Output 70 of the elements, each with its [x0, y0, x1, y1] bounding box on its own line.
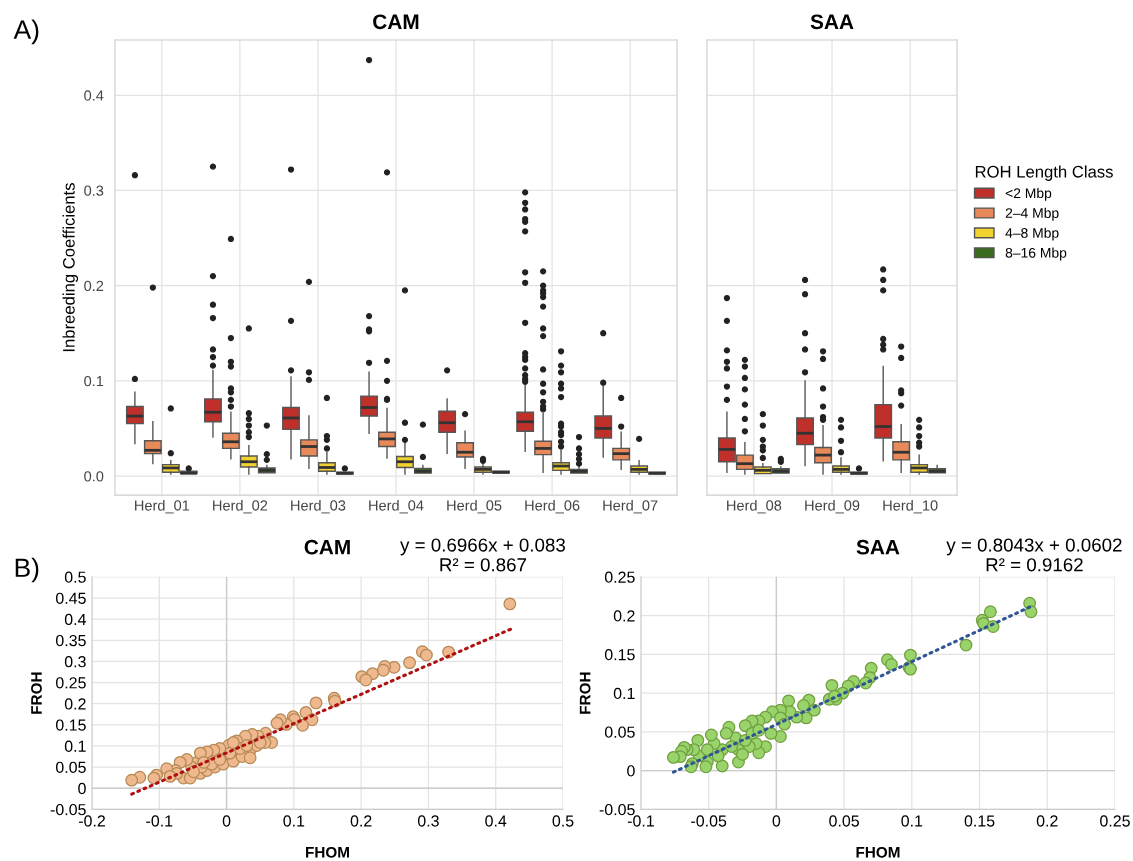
chart-title: CAM: [304, 539, 350, 555]
y-tick-label: 0.05: [55, 761, 86, 774]
y-axis-title: FROH: [579, 672, 591, 714]
y-tick-label: 0.15: [604, 648, 635, 661]
x-tick-label: 0.3: [417, 815, 439, 827]
x-tick-label: Herd_08: [727, 499, 782, 514]
y-tick-label: 0.25: [604, 571, 635, 583]
x-tick-label: 0: [222, 815, 231, 827]
x-tick-label: Herd_07: [603, 499, 658, 514]
text: B): [15, 557, 39, 583]
x-tick-label: 0.4: [485, 815, 507, 827]
x-tick-label: Herd_03: [291, 499, 346, 514]
x-tick-label: 0.25: [1100, 815, 1130, 827]
x-tick-label: 0.2: [1036, 815, 1058, 827]
x-tick-label: Herd_01: [135, 499, 190, 514]
x-tick-label: 0.1: [283, 815, 305, 827]
text: R² = 0.867: [440, 558, 527, 572]
y-axis-title: Inbreeding Coefficients: [62, 183, 79, 352]
x-tick-label: -0.2: [78, 815, 105, 827]
x-tick-label: 0: [772, 815, 781, 827]
chart-title: SAA: [810, 14, 854, 30]
x-tick-label: -0.05: [691, 815, 727, 827]
y-tick-label: 0.05: [604, 726, 635, 738]
legend-label: <2 Mbp: [1005, 187, 1052, 201]
y-tick-label: -0.05: [599, 803, 635, 816]
y-tick-label: 0.25: [55, 677, 86, 689]
x-tick-label: Herd_04: [369, 499, 424, 514]
y-axis-title: FROH: [31, 672, 42, 714]
y-tick-label: -0.05: [50, 803, 86, 816]
y-tick-label: 0.4: [84, 90, 104, 101]
x-tick-label: 0.1: [901, 815, 923, 827]
y-tick-label: 0: [627, 765, 635, 777]
x-axis-title: FHOM: [306, 846, 349, 858]
y-tick-label: 0.2: [613, 610, 635, 622]
y-tick-label: 0.35: [55, 634, 86, 647]
y-tick-label: 0.2: [84, 280, 104, 292]
x-tick-label: -0.1: [146, 815, 173, 827]
x-tick-label: Herd_10: [883, 499, 938, 514]
x-tick-label: Herd_05: [447, 499, 502, 514]
x-tick-label: Herd_09: [805, 499, 860, 514]
chart-title: SAA: [856, 539, 900, 555]
y-tick-label: 0.3: [84, 185, 104, 196]
legend-title: ROH Length Class: [975, 165, 1113, 181]
y-tick-label: 0.1: [613, 687, 635, 700]
y-tick-label: 0.45: [55, 592, 86, 604]
y-tick-label: 0: [78, 782, 86, 795]
x-tick-label: -0.1: [627, 815, 654, 827]
x-tick-label: 0.2: [350, 815, 372, 827]
y-tick-label: 0.1: [64, 740, 86, 752]
x-tick-label: 0.05: [829, 815, 859, 827]
y-tick-label: 0.4: [64, 613, 86, 626]
y-tick-label: 0.5: [64, 571, 86, 583]
legend-label: 2–4 Mbp: [1005, 207, 1059, 221]
y-tick-label: 0.1: [84, 375, 104, 387]
y-tick-label: 0.15: [55, 719, 86, 731]
text: A): [13, 19, 39, 45]
x-axis-title: FHOM: [856, 846, 900, 858]
text: y = 0.6966x + 0.083: [400, 538, 565, 556]
chart-title: CAM: [373, 14, 419, 30]
y-tick-label: 0.3: [64, 656, 86, 668]
text: R² = 0.9162: [986, 558, 1083, 572]
x-tick-label: Herd_02: [213, 499, 268, 514]
text: y = 0.8043x + 0.0602: [946, 538, 1122, 556]
legend-label: 8–16 Mbp: [1005, 247, 1067, 261]
x-tick-label: 0.15: [964, 815, 995, 827]
x-tick-label: Herd_06: [525, 499, 580, 514]
y-tick-label: 0.2: [64, 698, 86, 710]
y-tick-label: 0.0: [84, 471, 104, 482]
legend-label: 4–8 Mbp: [1005, 227, 1059, 241]
x-tick-label: 0.5: [552, 815, 574, 827]
